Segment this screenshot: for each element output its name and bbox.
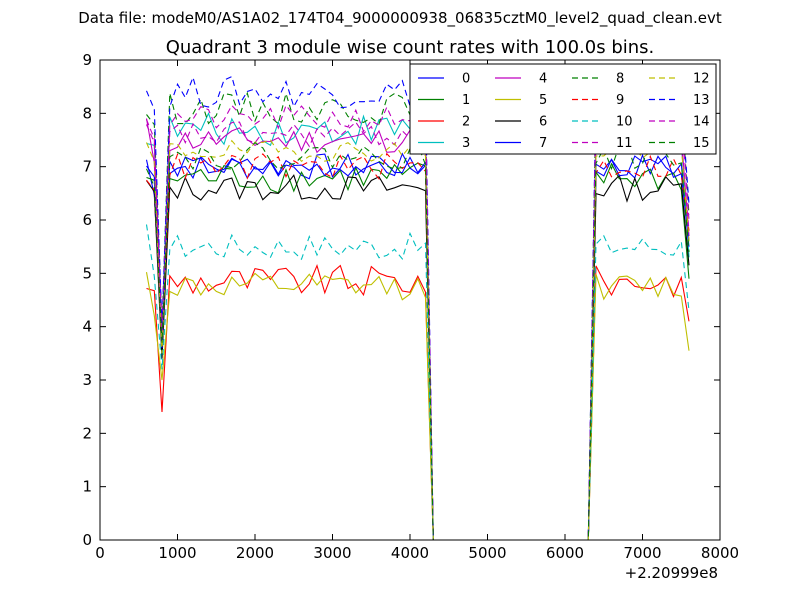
legend-label-12: 12 <box>693 72 710 87</box>
series-line-9 <box>146 152 690 540</box>
ticks-layer: 0 1000 2000 3000 4000 5000 6000 7000 80000123456… <box>82 51 739 562</box>
legend-label-15: 15 <box>693 136 710 151</box>
x-tick-label: 2000 <box>236 544 274 562</box>
x-tick-label: 7000 <box>623 544 661 562</box>
legend-box <box>409 63 717 155</box>
legend-label-5: 5 <box>539 93 547 108</box>
series-line-11 <box>145 119 690 540</box>
figure-suptitle: Data file: modeM0/AS1A02_174T04_90000009… <box>78 9 722 27</box>
y-tick-label: 7 <box>82 158 92 176</box>
x-tick-label: 8000 <box>701 544 739 562</box>
x-tick-label: 0 <box>95 544 105 562</box>
y-tick-label: 8 <box>82 104 92 122</box>
legend-label-11: 11 <box>616 136 633 151</box>
chart-title: Quadrant 3 module wise count rates with … <box>165 37 655 58</box>
series-line-12 <box>145 139 690 540</box>
legend-label-10: 10 <box>616 115 633 130</box>
series-line-1 <box>146 162 690 540</box>
legend-label-8: 8 <box>616 72 624 87</box>
legend-label-0: 0 <box>462 72 470 87</box>
legend-label-3: 3 <box>462 136 470 151</box>
series-line-2 <box>146 264 690 540</box>
x-tick-label: 6000 <box>546 544 584 562</box>
y-tick-label: 0 <box>82 531 92 549</box>
x-offset-label: +2.20999e8 <box>625 564 718 582</box>
series-line-15 <box>145 142 690 540</box>
legend-label-2: 2 <box>462 115 470 130</box>
series-line-4 <box>145 118 690 540</box>
y-tick-label: 1 <box>82 478 92 496</box>
series-line-14 <box>145 104 690 540</box>
series-line-6 <box>146 174 690 540</box>
series-line-5 <box>145 272 690 540</box>
y-tick-label: 3 <box>82 371 92 389</box>
y-tick-label: 5 <box>82 264 92 282</box>
x-tick-label: 3000 <box>313 544 351 562</box>
series-line-0 <box>145 152 690 540</box>
y-tick-label: 6 <box>82 211 92 229</box>
x-tick-label: 1000 <box>158 544 196 562</box>
legend-label-4: 4 <box>539 72 547 87</box>
y-tick-label: 9 <box>82 51 92 69</box>
x-tick-label: 5000 <box>468 544 506 562</box>
x-tick-label: 4000 <box>391 544 429 562</box>
legend-label-7: 7 <box>539 136 547 151</box>
series-line-7 <box>146 155 690 540</box>
legend-label-9: 9 <box>616 93 624 108</box>
y-tick-label: 2 <box>82 424 92 442</box>
series-line-3 <box>146 111 690 540</box>
legend-label-6: 6 <box>539 115 547 130</box>
legend-label-1: 1 <box>462 93 470 108</box>
legend-label-14: 14 <box>693 115 710 130</box>
y-tick-label: 4 <box>82 318 92 336</box>
series-line-10 <box>145 224 690 540</box>
legend-label-13: 13 <box>693 93 710 108</box>
